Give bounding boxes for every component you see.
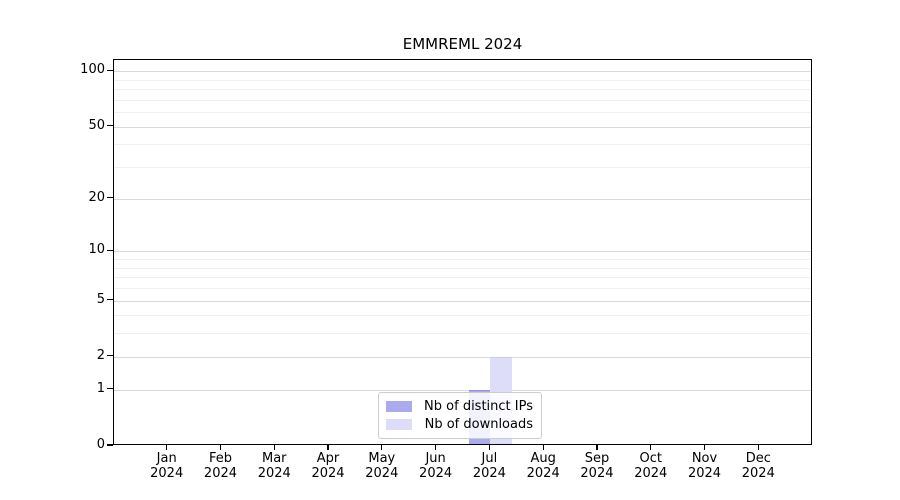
y-tick-label: 100 bbox=[80, 62, 105, 78]
x-tick-label: Nov 2024 bbox=[687, 451, 722, 481]
gridline-minor bbox=[114, 287, 811, 289]
x-tick-mark bbox=[757, 445, 759, 450]
x-tick-label: Jan 2024 bbox=[150, 451, 184, 481]
x-tick-mark bbox=[542, 445, 544, 450]
gridline-minor bbox=[114, 144, 811, 146]
x-tick-mark bbox=[650, 445, 652, 450]
gridline-major bbox=[114, 356, 811, 358]
gridline-minor bbox=[114, 112, 811, 114]
y-tick-mark bbox=[107, 197, 113, 199]
legend: Nb of distinct IPs Nb of downloads bbox=[378, 392, 542, 439]
legend-item-downloads: Nb of downloads bbox=[386, 417, 533, 432]
gridline-minor bbox=[114, 167, 811, 169]
x-tick-label: Aug 2024 bbox=[526, 451, 560, 481]
x-tick-label: Mar 2024 bbox=[257, 451, 291, 481]
x-tick-mark bbox=[381, 445, 383, 450]
gridline-major bbox=[114, 126, 811, 128]
gridline-major bbox=[114, 389, 811, 391]
plot-area bbox=[113, 59, 812, 445]
x-tick-mark bbox=[703, 445, 706, 450]
y-tick-label: 50 bbox=[88, 117, 105, 133]
gridline-minor bbox=[114, 79, 811, 81]
x-tick-label: Dec 2024 bbox=[741, 451, 775, 481]
x-tick-label: Apr 2024 bbox=[311, 451, 345, 481]
gridline-major bbox=[114, 198, 811, 200]
legend-swatch-downloads bbox=[386, 418, 412, 430]
gridline-major bbox=[114, 251, 811, 253]
y-tick-label: 20 bbox=[88, 189, 105, 205]
gridline-minor bbox=[114, 89, 811, 91]
x-tick-mark bbox=[273, 445, 275, 450]
gridline-minor bbox=[114, 99, 811, 101]
y-tick-mark bbox=[107, 298, 113, 301]
gridline-minor bbox=[114, 259, 811, 261]
x-tick-label: Jun 2024 bbox=[419, 451, 453, 481]
x-tick-mark bbox=[434, 445, 437, 450]
y-tick-label: 0 bbox=[96, 437, 105, 452]
y-tick-mark bbox=[107, 355, 113, 357]
gridline-minor bbox=[114, 267, 811, 269]
x-tick-mark bbox=[327, 445, 329, 450]
gridline-major bbox=[114, 300, 811, 302]
y-tick-label: 10 bbox=[88, 242, 105, 258]
x-tick-label: May 2024 bbox=[365, 451, 399, 481]
x-tick-label: Jul 2024 bbox=[472, 451, 506, 481]
x-tick-label: Sep 2024 bbox=[580, 451, 614, 481]
y-tick-mark bbox=[107, 69, 113, 71]
x-tick-mark bbox=[488, 445, 491, 450]
y-tick-mark bbox=[107, 249, 113, 251]
y-tick-mark bbox=[107, 125, 113, 127]
x-tick-mark bbox=[219, 445, 222, 450]
x-tick-label: Oct 2024 bbox=[634, 451, 668, 481]
y-tick-mark bbox=[107, 444, 113, 446]
legend-label-distinct-ips: Nb of distinct IPs bbox=[424, 399, 533, 415]
y-tick-label: 1 bbox=[96, 380, 105, 396]
x-tick-label: Feb 2024 bbox=[203, 451, 238, 481]
gridline-major bbox=[114, 71, 811, 73]
legend-item-distinct-ips: Nb of distinct IPs bbox=[386, 399, 533, 414]
gridline-minor bbox=[114, 315, 811, 317]
legend-swatch-distinct-ips bbox=[386, 401, 412, 413]
gridline-minor bbox=[114, 277, 811, 279]
chart-title: EMMREML 2024 bbox=[402, 35, 523, 53]
y-tick-label: 2 bbox=[96, 347, 105, 363]
y-tick-mark bbox=[107, 388, 113, 390]
y-tick-label: 5 bbox=[96, 291, 105, 307]
x-tick-mark bbox=[166, 445, 168, 450]
gridline-minor bbox=[114, 333, 811, 335]
x-tick-mark bbox=[596, 445, 598, 450]
legend-label-downloads: Nb of downloads bbox=[424, 416, 533, 432]
